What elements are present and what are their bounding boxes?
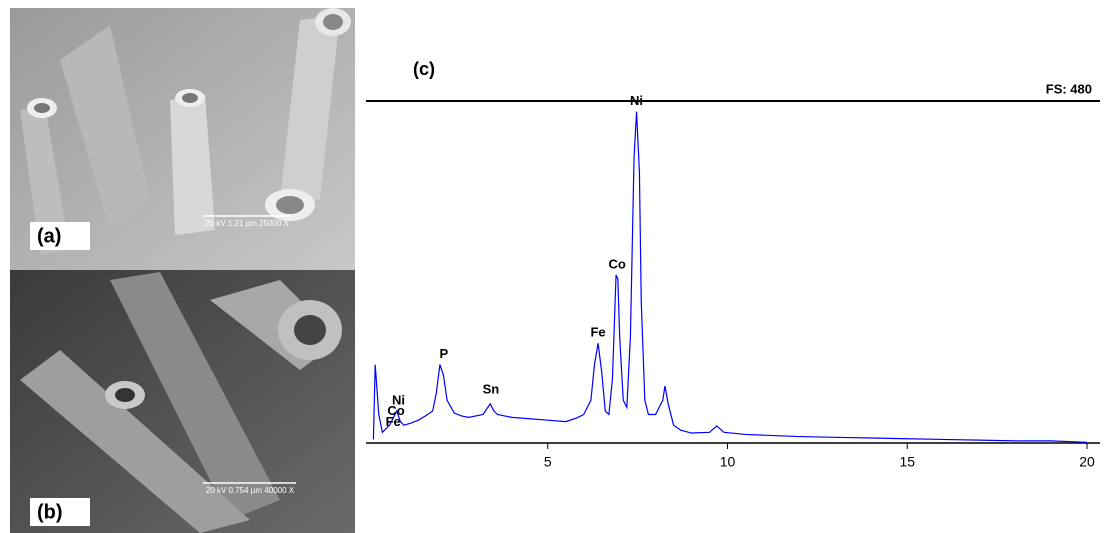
peak-label: Co — [608, 256, 625, 271]
x-tick-label: 20 — [1079, 454, 1095, 470]
panel-label: (b) — [37, 501, 63, 523]
x-tick-label: 15 — [899, 454, 915, 470]
scale-bar-text: 20 kV 1.21 µm 25000 X — [205, 219, 289, 228]
full-scale-label: FS: 480 — [1046, 81, 1092, 96]
chart-title: (c) — [413, 59, 435, 79]
peak-label: Sn — [483, 382, 500, 397]
scale-bar-text: 20 kV 0.754 µm 40000 X — [206, 486, 295, 495]
peak-label: Ni — [392, 392, 405, 407]
sem-image-a: 20 kV 1.21 µm 25000 X (a) — [10, 8, 355, 270]
x-tick-label: 10 — [720, 454, 736, 470]
spectrum-line — [372, 111, 1088, 443]
x-tick-label: 5 — [544, 454, 552, 470]
peak-label: P — [440, 346, 449, 361]
peak-label: Fe — [590, 325, 605, 340]
peak-label: Ni — [630, 93, 643, 108]
panel-label: (a) — [37, 225, 61, 247]
peak-label: Co — [387, 403, 404, 418]
sem-image-b: 20 kV 0.754 µm 40000 X (b) — [10, 270, 355, 533]
peak-label: Fe — [386, 414, 401, 429]
